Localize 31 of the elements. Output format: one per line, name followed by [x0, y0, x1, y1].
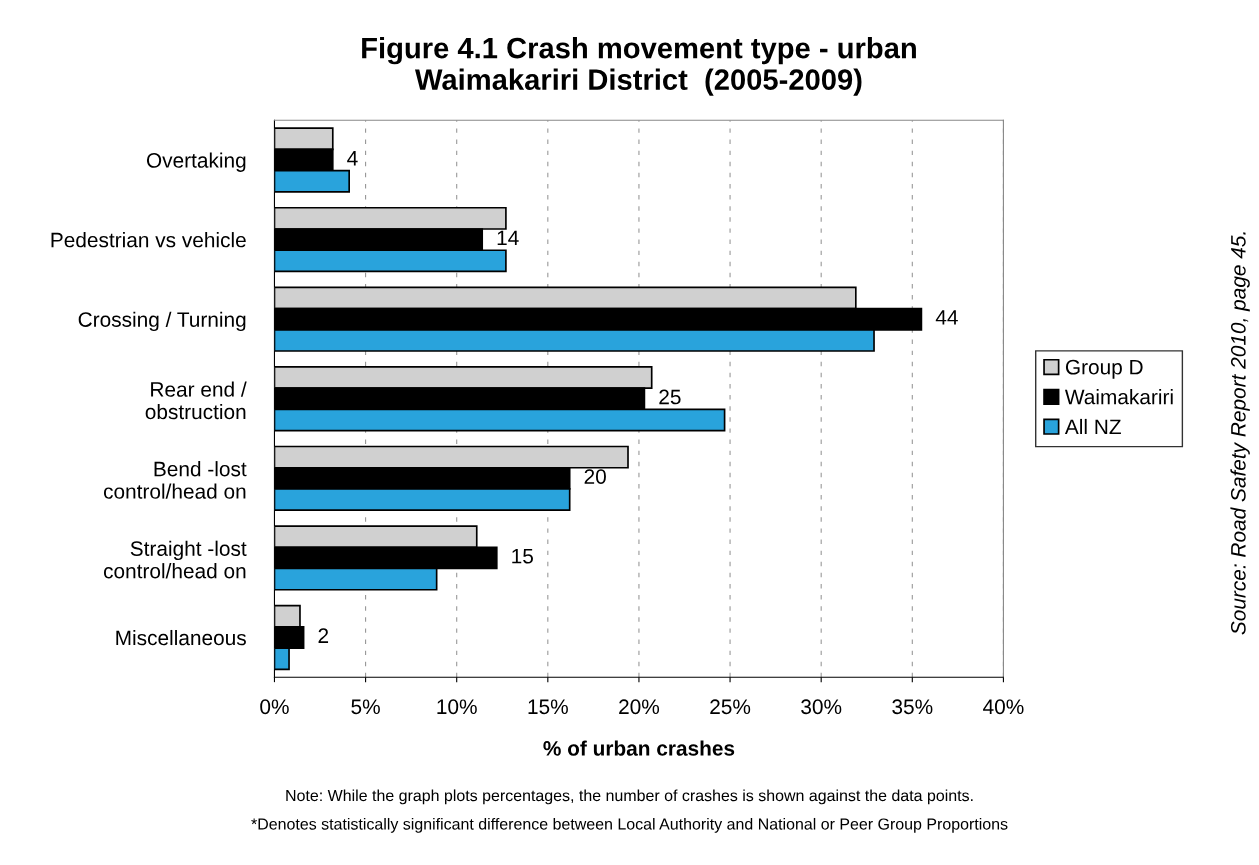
- y-tick-label: Overtaking: [146, 152, 246, 172]
- y-tick-label: Crossing / Turning: [78, 311, 246, 332]
- x-tick-label: 20%: [619, 699, 660, 715]
- y-tick-label: Rear end / obstruction: [145, 381, 247, 420]
- legend-label: Group D: [1065, 359, 1143, 379]
- annotation: 20: [584, 469, 606, 484]
- text: *Denotes statistically significant difference between Local Authority and National or Peer Group Proportions: [251, 817, 1008, 833]
- y-tick-label: Bend -lost control/head on: [103, 461, 247, 499]
- text: Note: While the graph plots percentages, the number of crashes is shown against the data points.: [286, 789, 973, 805]
- legend-label: Waimakariri: [1064, 389, 1173, 405]
- x-axis-title: % of urban crashes: [543, 740, 735, 756]
- x-tick-label: 30%: [801, 699, 842, 715]
- y-tick-label: Straight -lost control/head on: [103, 540, 247, 579]
- x-tick-label: 5%: [351, 699, 380, 715]
- annotation: 44: [935, 310, 958, 325]
- annotation: 15: [512, 548, 533, 564]
- x-tick-label: 35%: [892, 699, 933, 715]
- x-tick-label: 25%: [710, 699, 751, 715]
- x-tick-label: 10%: [437, 699, 477, 715]
- x-tick-label: 40%: [983, 699, 1024, 715]
- x-tick-label: 15%: [528, 699, 568, 715]
- chart-title: Figure 4.1 Crash movement type - urban Waimakariri District (2005-2009): [362, 37, 916, 96]
- legend-label: All NZ: [1064, 418, 1121, 434]
- source-note: Source: Road Safety Report 2010, page 45.: [1230, 232, 1250, 635]
- x-tick-label: 0%: [260, 699, 289, 715]
- annotation: 2: [318, 628, 329, 643]
- annotation: 25: [659, 389, 681, 405]
- annotation: 4: [347, 151, 358, 166]
- y-tick-label: Pedestrian vs vehicle: [51, 232, 246, 248]
- y-tick-label: Miscellaneous: [116, 629, 246, 646]
- annotation: 14: [497, 230, 519, 245]
